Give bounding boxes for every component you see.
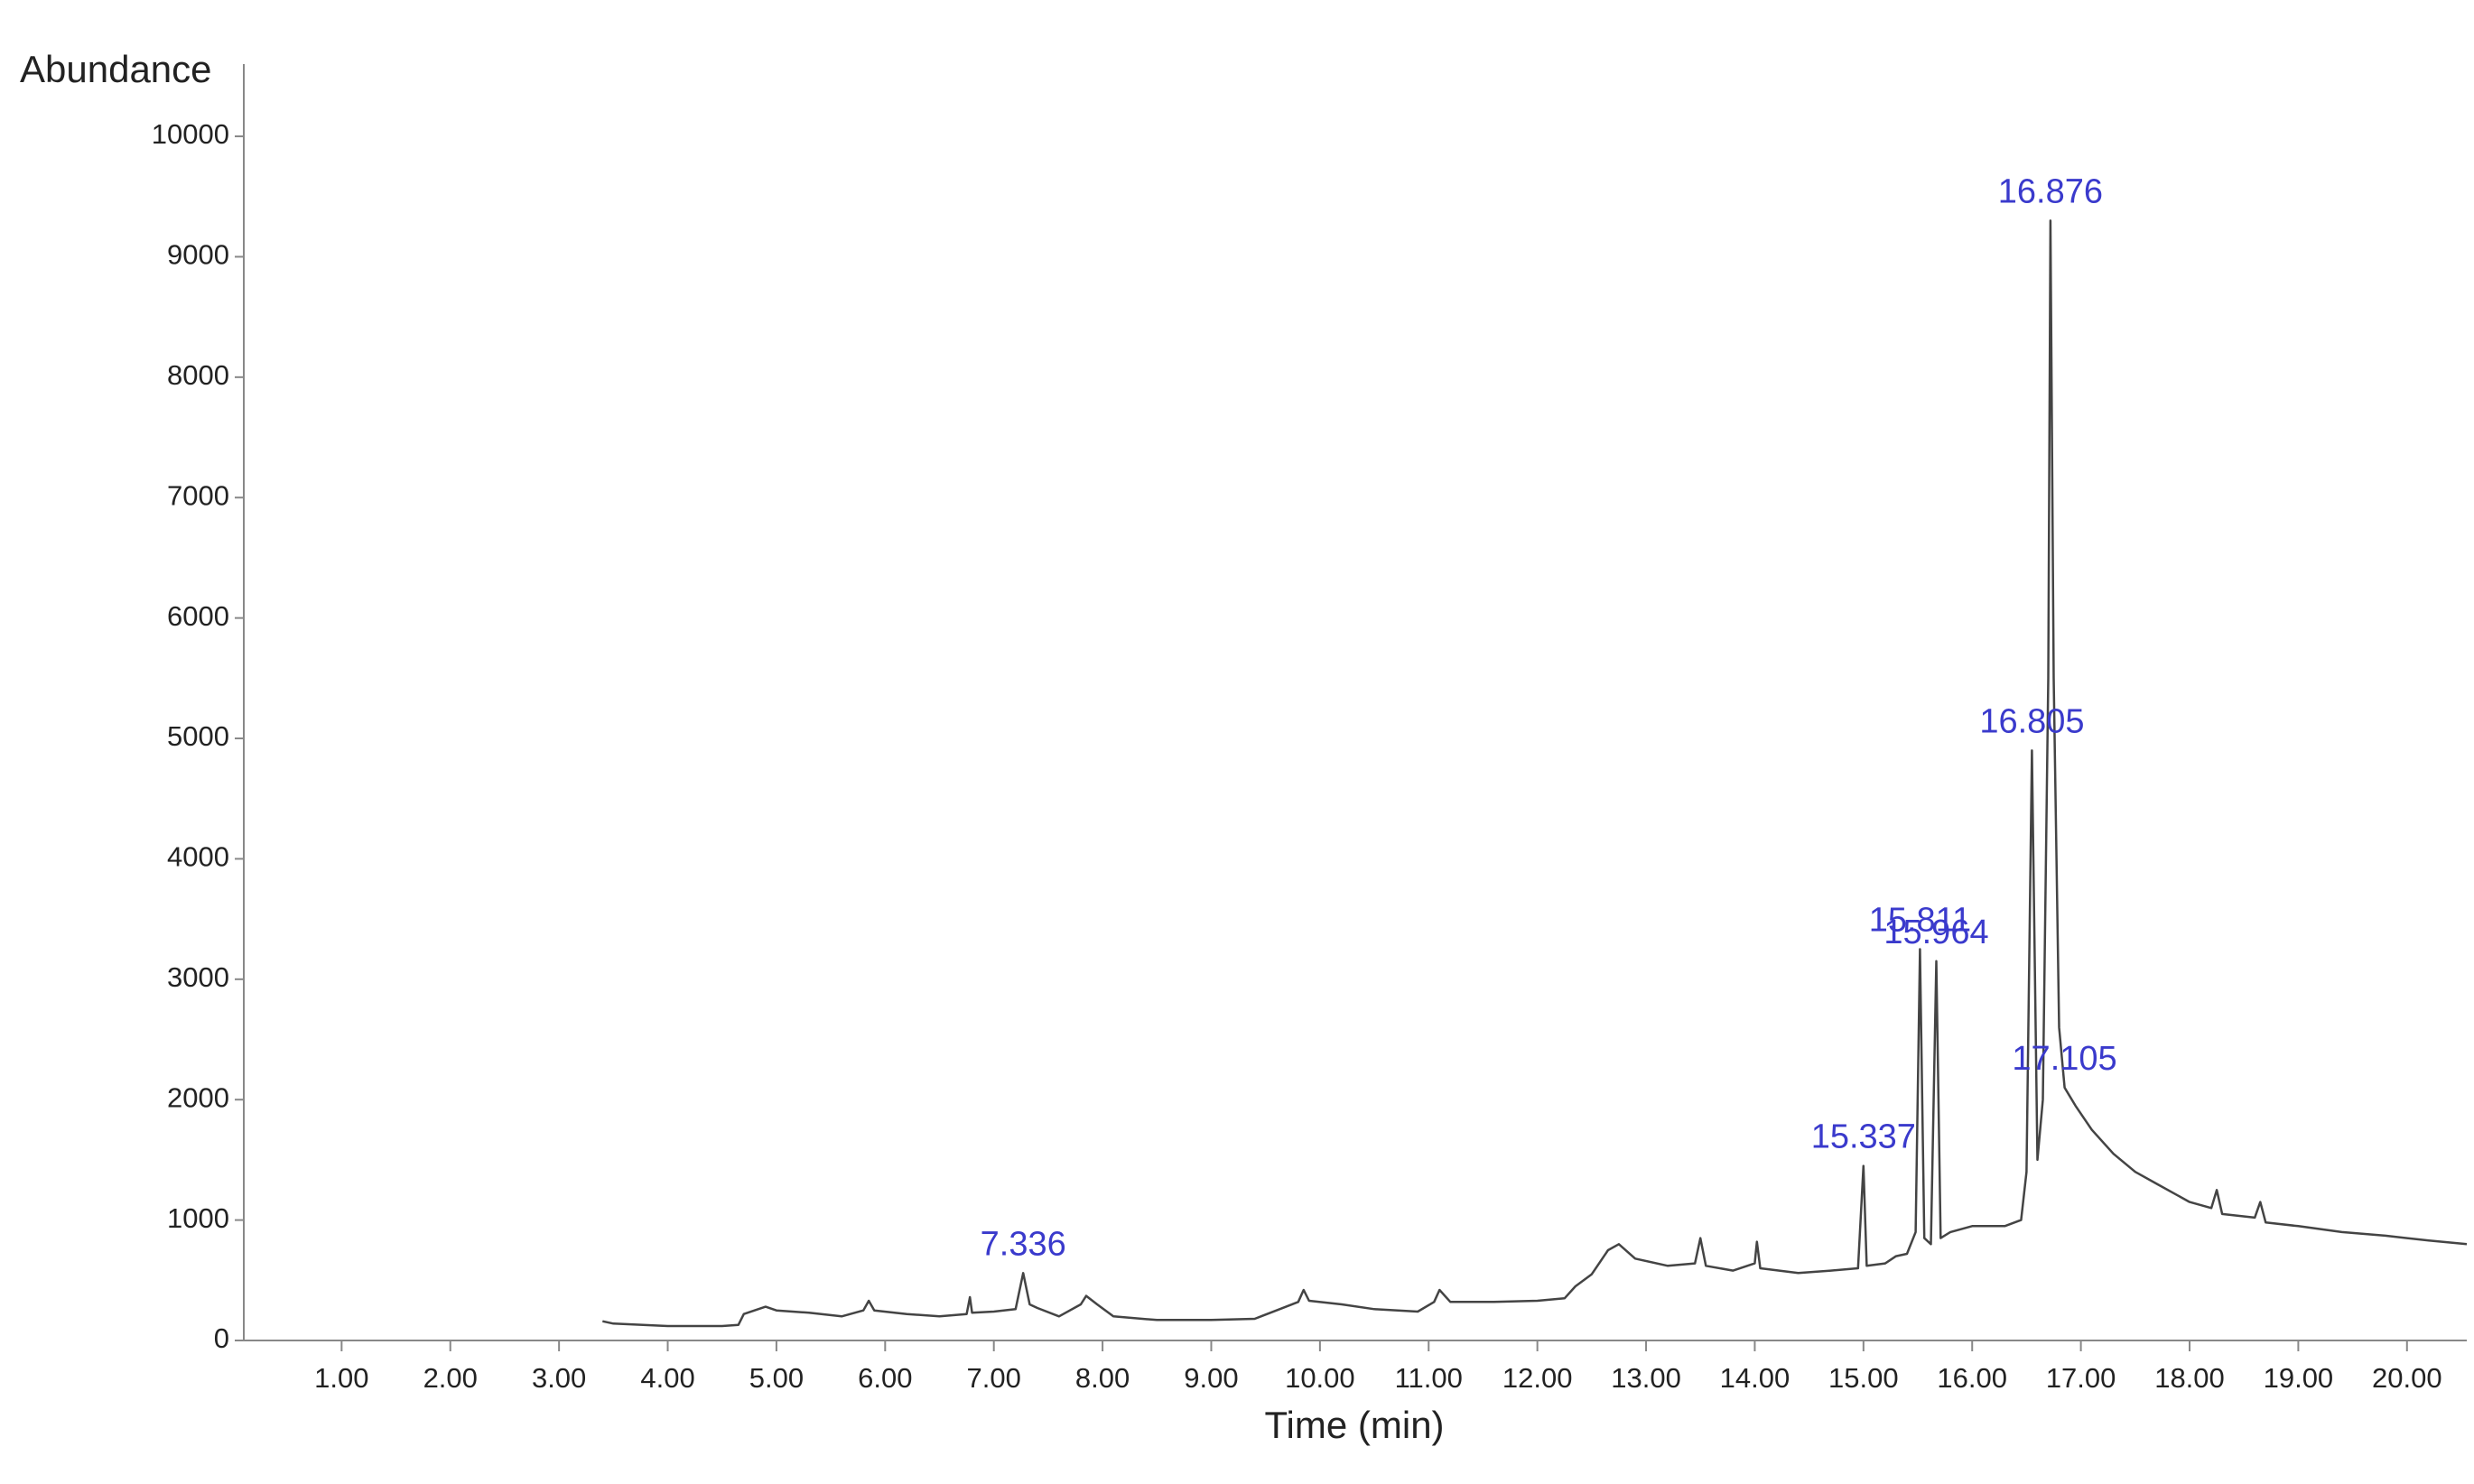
y-tick-label: 8000 [167, 359, 229, 391]
trace [602, 219, 2468, 1328]
peak-label: 15.964 [1883, 914, 1988, 951]
x-tick-label: 9.00 [1184, 1362, 1238, 1394]
y-tick-label: 0 [214, 1322, 229, 1354]
y-tick-label: 10000 [152, 118, 229, 150]
y-axis-title: Abundance [20, 48, 212, 90]
x-tick-label: 17.00 [2046, 1362, 2116, 1394]
peak-label: 7.336 [981, 1225, 1066, 1263]
y-tick-label: 4000 [167, 841, 229, 873]
x-tick-label: 5.00 [749, 1362, 804, 1394]
x-tick-label: 20.00 [2372, 1362, 2442, 1394]
x-tick-label: 16.00 [1937, 1362, 2007, 1394]
y-tick-label: 7000 [167, 479, 229, 511]
x-tick-label: 14.00 [1720, 1362, 1790, 1394]
x-tick-label: 7.00 [967, 1362, 1021, 1394]
peak-label: 17.105 [2012, 1040, 2116, 1078]
peak-label: 15.337 [1811, 1118, 1916, 1156]
y-tick-label: 1000 [167, 1202, 229, 1234]
x-tick-label: 3.00 [532, 1362, 586, 1394]
x-tick-label: 2.00 [423, 1362, 478, 1394]
x-tick-label: 12.00 [1502, 1362, 1573, 1394]
x-tick-label: 10.00 [1285, 1362, 1355, 1394]
x-tick-label: 13.00 [1611, 1362, 1681, 1394]
x-tick-label: 19.00 [2264, 1362, 2334, 1394]
peak-label: 16.876 [1998, 172, 2103, 210]
x-tick-label: 18.00 [2154, 1362, 2225, 1394]
x-tick-label: 8.00 [1075, 1362, 1130, 1394]
y-tick-label: 3000 [167, 961, 229, 993]
peak-label: 15.811 [1869, 901, 1971, 939]
y-tick-label: 5000 [167, 720, 229, 752]
y-tick-label: 6000 [167, 600, 229, 632]
y-tick-label: 9000 [167, 239, 229, 271]
x-axis-title: Time (min) [1264, 1404, 1444, 1446]
x-tick-label: 11.00 [1395, 1362, 1463, 1394]
y-tick-label: 2000 [167, 1081, 229, 1113]
peak-label: 16.805 [1979, 702, 2084, 740]
x-tick-label: 15.00 [1828, 1362, 1899, 1394]
x-tick-label: 1.00 [314, 1362, 368, 1394]
x-tick-label: 6.00 [858, 1362, 912, 1394]
x-tick-label: 4.00 [640, 1362, 694, 1394]
